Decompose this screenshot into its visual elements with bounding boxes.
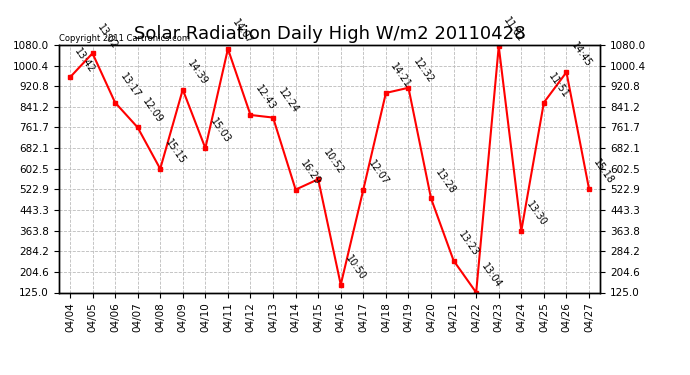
Text: 12:09: 12:09 — [141, 96, 165, 124]
Text: 13:02: 13:02 — [95, 22, 119, 51]
Text: 10:50: 10:50 — [344, 254, 368, 282]
Text: 15:15: 15:15 — [163, 137, 187, 166]
Text: 14:39: 14:39 — [186, 58, 210, 87]
Text: 12:07: 12:07 — [366, 158, 391, 187]
Text: 10:52: 10:52 — [321, 148, 345, 177]
Text: 13:42: 13:42 — [72, 46, 97, 75]
Text: 13:23: 13:23 — [456, 229, 480, 258]
Text: 15:18: 15:18 — [592, 158, 616, 186]
Text: Copyright 2011 Cartronics.com: Copyright 2011 Cartronics.com — [59, 33, 190, 42]
Text: 12:24: 12:24 — [276, 86, 300, 115]
Text: 12:32: 12:32 — [411, 56, 435, 85]
Text: 15:03: 15:03 — [208, 117, 233, 146]
Text: 13:28: 13:28 — [434, 167, 458, 196]
Text: 11:02: 11:02 — [502, 15, 526, 44]
Text: 13:04: 13:04 — [479, 261, 503, 290]
Text: 14:07: 14:07 — [230, 18, 255, 46]
Text: 16:29: 16:29 — [298, 158, 323, 187]
Text: 14:21: 14:21 — [388, 62, 413, 90]
Text: 14:45: 14:45 — [569, 41, 593, 69]
Text: 11:51: 11:51 — [546, 71, 571, 100]
Text: 12:43: 12:43 — [253, 84, 277, 112]
Text: 13:17: 13:17 — [118, 71, 142, 100]
Text: 13:30: 13:30 — [524, 200, 548, 228]
Title: Solar Radiation Daily High W/m2 20110428: Solar Radiation Daily High W/m2 20110428 — [134, 26, 525, 44]
